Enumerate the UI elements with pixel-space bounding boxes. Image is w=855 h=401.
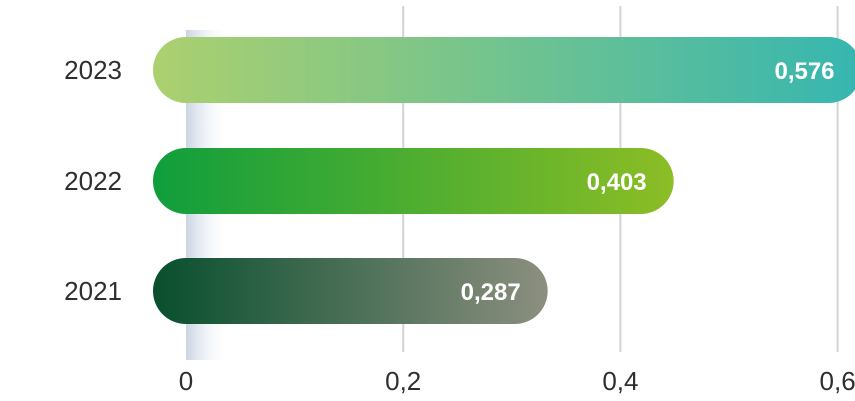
category-labels: 2023 2022 2021: [64, 55, 122, 306]
x-tick-label-3: 0,6: [820, 366, 855, 396]
data-label-2023: 0,576: [774, 58, 834, 85]
category-label-2022: 2022: [64, 166, 122, 196]
bar-2023: [153, 37, 855, 103]
x-tick-labels: 0 0,2 0,4 0,6: [179, 366, 855, 396]
data-label-2021: 0,287: [461, 279, 521, 306]
x-tick-label-2: 0,4: [602, 366, 638, 396]
bars: 0,576 0,403 0,287: [153, 37, 855, 324]
bar-2022: [153, 148, 674, 214]
data-label-2022: 0,403: [587, 169, 647, 196]
bar-2021: [153, 258, 548, 324]
x-tick-label-1: 0,2: [385, 366, 421, 396]
x-tick-label-0: 0: [179, 366, 193, 396]
category-label-2021: 2021: [64, 276, 122, 306]
category-label-2023: 2023: [64, 55, 122, 85]
